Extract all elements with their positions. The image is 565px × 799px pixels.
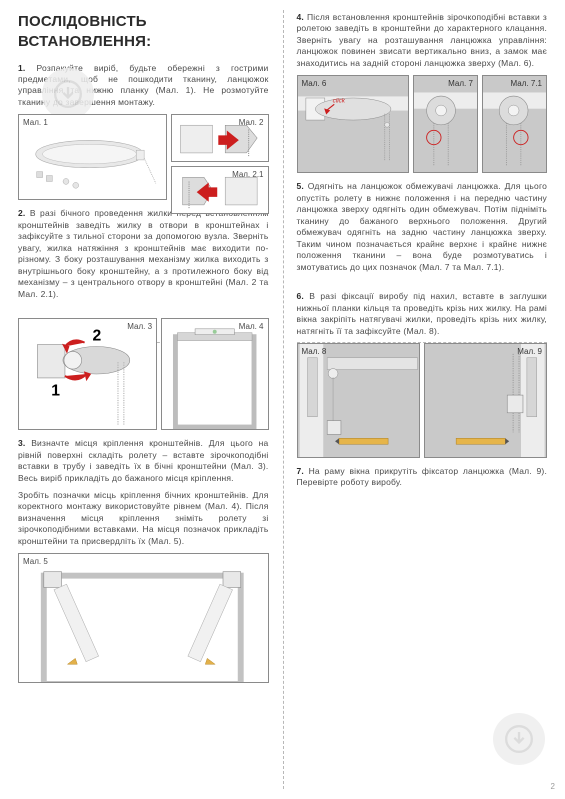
figure-row-3: Мал. 5	[18, 553, 269, 683]
right-column: 4. Після встановлення кронштейнів зірочк…	[283, 0, 565, 799]
figure-4-svg	[162, 319, 267, 429]
watermark-icon	[42, 68, 94, 120]
figure-3: Мал. 3 2 1	[18, 318, 157, 430]
step-6-text: 6. В разі фіксації виробу під нахил, вст…	[297, 291, 548, 337]
figure-row-1: Мал. 1 Мал. 2	[18, 114, 269, 200]
figure-label: Мал. 2	[239, 118, 264, 129]
watermark-icon	[493, 713, 545, 765]
figure-label: Мал. 3	[127, 322, 152, 333]
step-3a-text: 3. Визначте місця кріплення кронштейнів.…	[18, 438, 269, 484]
figure-7: Мал. 7	[413, 75, 478, 173]
figure-7-1: Мал. 7.1	[482, 75, 547, 173]
figure-6: Мал. 6 click	[297, 75, 409, 173]
figure-label: Мал. 6	[302, 79, 327, 90]
badge-1: 1	[51, 383, 60, 400]
figure-6-svg: click	[298, 76, 408, 172]
figure-8: Мал. 8	[297, 343, 420, 458]
step-2-text: 2. В разі бічного проведення жилки перед…	[18, 208, 269, 300]
figure-label: Мал. 2.1	[232, 170, 263, 181]
page: ПОСЛІДОВНІСТЬ ВСТАНОВЛЕННЯ: 1. Розпакуйт…	[0, 0, 565, 799]
figure-2: Мал. 2	[171, 114, 269, 162]
figure-7-1-svg	[483, 76, 546, 172]
step-4-text: 4. Після встановлення кронштейнів зірочк…	[297, 12, 548, 69]
figure-row-5: Мал. 8 Мал. 9	[297, 343, 548, 458]
figure-label: Мал. 8	[302, 347, 327, 358]
figure-row-2: Мал. 3 2 1 Мал. 4	[18, 318, 269, 430]
figure-2-1: Мал. 2.1	[171, 166, 269, 214]
figure-label: Мал. 4	[239, 322, 264, 333]
figure-3-svg: 2 1	[19, 319, 156, 429]
figure-label: Мал. 1	[23, 118, 48, 129]
figure-9: Мал. 9	[424, 343, 547, 458]
figure-9-svg	[425, 344, 546, 457]
figure-label: Мал. 5	[23, 557, 48, 568]
figure-4: Мал. 4	[161, 318, 268, 430]
figure-label: Мал. 7.1	[511, 79, 542, 90]
figure-label: Мал. 9	[517, 347, 542, 358]
figure-7-svg	[414, 76, 477, 172]
step-3b-text: Зробіть позначки місць кріплення бічних …	[18, 490, 269, 547]
figure-5-svg	[19, 554, 268, 682]
click-label: click	[332, 98, 345, 105]
figure-row-4: Мал. 6 click Мал. 7	[297, 75, 548, 173]
figure-label: Мал. 7	[448, 79, 473, 90]
badge-2: 2	[92, 328, 101, 345]
page-title: ПОСЛІДОВНІСТЬ ВСТАНОВЛЕННЯ:	[18, 12, 269, 53]
left-column: ПОСЛІДОВНІСТЬ ВСТАНОВЛЕННЯ: 1. Розпакуйт…	[0, 0, 283, 799]
figure-5: Мал. 5	[18, 553, 269, 683]
step-5-text: 5. Одягніть на ланцюжок обмежувачі ланцю…	[297, 181, 548, 273]
step-7-text: 7. На раму вікна прикрутіть фіксатор лан…	[297, 466, 548, 489]
figure-8-svg	[298, 344, 419, 457]
page-number: 2	[551, 782, 555, 793]
figure-1: Мал. 1	[18, 114, 167, 200]
